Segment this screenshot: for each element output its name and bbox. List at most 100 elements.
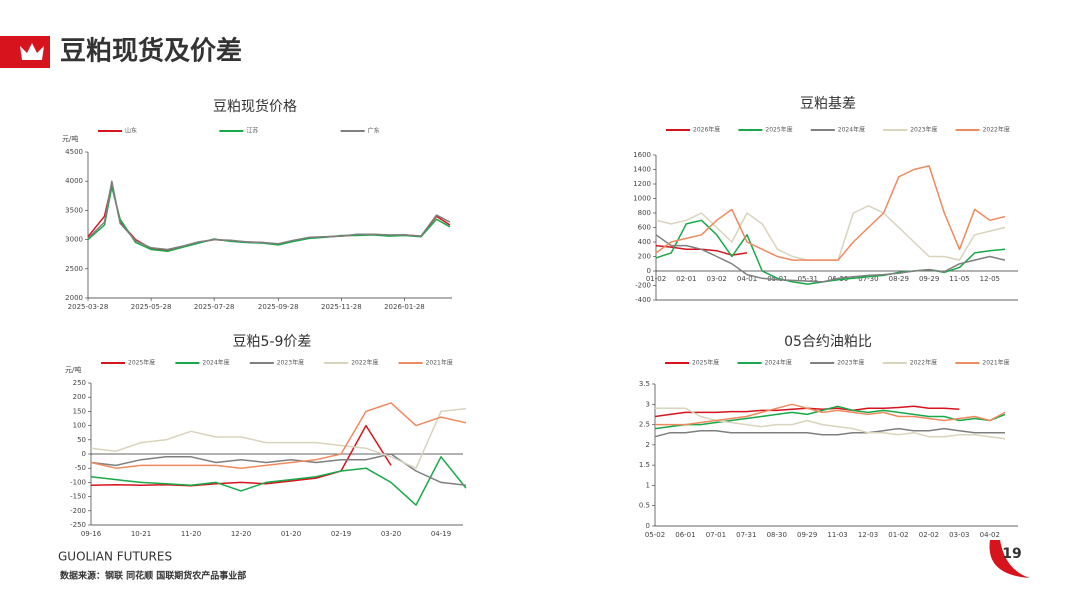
x-tick-label: 04-01 — [737, 275, 757, 283]
x-tick-label: 12-20 — [231, 530, 251, 538]
y-tick-label: 3 — [646, 400, 650, 408]
legend-label: 2023年度 — [837, 359, 864, 367]
legend-label: 2024年度 — [765, 359, 792, 367]
y-unit: 元/吨 — [62, 134, 78, 143]
legend-label: 2025年度 — [765, 126, 792, 134]
x-tick-label: 04-19 — [431, 530, 451, 538]
y-tick-label: 3000 — [65, 236, 83, 244]
y-tick-label: 50 — [77, 436, 86, 444]
x-tick-label: 06-01 — [675, 531, 695, 539]
y-unit: 元/吨 — [65, 365, 81, 374]
page-swoosh — [989, 540, 1030, 578]
y-tick-label: -50 — [75, 464, 86, 472]
x-tick-label: 05-02 — [645, 531, 665, 539]
legend-label: 2021年度 — [982, 359, 1009, 367]
y-tick-label: 1600 — [633, 151, 651, 159]
x-tick-label: 02-01 — [676, 275, 696, 283]
y-tick-label: 3500 — [65, 206, 83, 214]
x-tick-label: 09-29 — [797, 531, 817, 539]
x-tick-label: 2025-05-28 — [131, 303, 172, 311]
series-line — [90, 402, 467, 469]
series-line — [655, 165, 1006, 261]
y-tick-label: 1000 — [633, 195, 651, 203]
series-line — [87, 183, 451, 251]
y-tick-label: 3.5 — [639, 380, 650, 388]
y-tick-label: 2000 — [65, 294, 83, 302]
legend-label: 2024年度 — [838, 126, 865, 134]
page-number: 19 — [1002, 546, 1021, 562]
y-tick-label: 4500 — [65, 148, 83, 156]
legend-label: 广东 — [368, 127, 380, 135]
x-tick-label: 07-30 — [858, 275, 878, 283]
y-tick-label: 2 — [646, 441, 650, 449]
y-tick-label: 100 — [73, 422, 86, 430]
x-tick-label: 12-03 — [858, 531, 878, 539]
page-title: 豆粕现货及价差 — [60, 36, 242, 67]
legend-label: 2022年度 — [910, 359, 937, 367]
series-line — [90, 407, 467, 469]
series-line — [87, 180, 451, 251]
series-line — [654, 405, 1006, 430]
legend-label: 2025年度 — [692, 359, 719, 367]
y-tick-label: 800 — [638, 209, 651, 217]
chart-title: 豆粕5-9价差 — [233, 334, 312, 350]
legend-label: 2025年度 — [128, 359, 155, 367]
y-tick-label: -100 — [70, 478, 86, 486]
chart-title: 豆粕现货价格 — [213, 98, 297, 115]
legend-label: 2023年度 — [277, 359, 304, 367]
x-tick-label: 2025-03-28 — [68, 303, 109, 311]
x-tick-label: 02-02 — [919, 531, 939, 539]
x-tick-label: 08-29 — [889, 275, 909, 283]
legend-label: 山东 — [125, 127, 137, 135]
y-tick-label: -150 — [70, 493, 86, 501]
y-tick-label: 1 — [646, 481, 650, 489]
y-tick-label: 200 — [638, 253, 651, 261]
x-tick-label: 02-19 — [331, 530, 351, 538]
x-tick-label: 07-31 — [736, 531, 756, 539]
x-tick-label: 09-29 — [919, 275, 939, 283]
y-tick-label: 150 — [73, 407, 86, 415]
x-tick-label: 03-03 — [949, 531, 969, 539]
x-tick-label: 07-01 — [706, 531, 726, 539]
legend-label: 2026年度 — [693, 126, 720, 134]
series-line — [90, 456, 467, 506]
y-tick-label: -400 — [635, 296, 651, 304]
x-tick-label: 10-21 — [131, 530, 151, 538]
x-tick-label: 11-05 — [949, 275, 969, 283]
y-tick-label: 0 — [82, 450, 86, 458]
crown-icon — [20, 43, 44, 60]
chart-title: 05合约油粕比 — [784, 334, 872, 350]
legend-label: 江苏 — [246, 127, 258, 135]
series-line — [87, 186, 451, 253]
y-tick-label: 200 — [73, 393, 86, 401]
x-tick-label: 03-02 — [707, 275, 727, 283]
legend-label: 2022年度 — [351, 359, 378, 367]
x-tick-label: 08-30 — [767, 531, 787, 539]
y-tick-label: 1400 — [633, 166, 651, 174]
y-tick-label: 1.5 — [639, 461, 650, 469]
x-tick-label: 12-05 — [980, 275, 1000, 283]
x-tick-label: 2025-09-28 — [258, 303, 299, 311]
legend-label: 2021年度 — [426, 359, 453, 367]
x-tick-label: 03-20 — [381, 530, 401, 538]
y-tick-label: 600 — [638, 224, 651, 232]
y-tick-label: 0 — [646, 522, 650, 530]
legend-label: 2022年度 — [983, 126, 1010, 134]
y-tick-label: 2.5 — [639, 421, 650, 429]
series-line — [655, 234, 1006, 283]
series-line — [654, 427, 1005, 438]
source-note: 数据来源：钢联 同花顺 国联期货农产品事业部 — [60, 570, 246, 582]
x-tick-label: 2025-07-28 — [194, 303, 235, 311]
x-tick-label: 2025-11-28 — [321, 303, 362, 311]
y-tick-label: 0 — [647, 267, 651, 275]
legend-label: 2023年度 — [910, 126, 937, 134]
y-tick-label: -200 — [635, 282, 651, 290]
y-tick-label: 2500 — [65, 265, 83, 273]
y-tick-label: 1200 — [633, 180, 651, 188]
y-tick-label: 250 — [73, 379, 86, 387]
y-tick-label: -250 — [70, 521, 86, 529]
y-tick-label: 4000 — [65, 177, 83, 185]
x-tick-label: 2026-01-28 — [384, 303, 425, 311]
series-line — [90, 424, 392, 487]
